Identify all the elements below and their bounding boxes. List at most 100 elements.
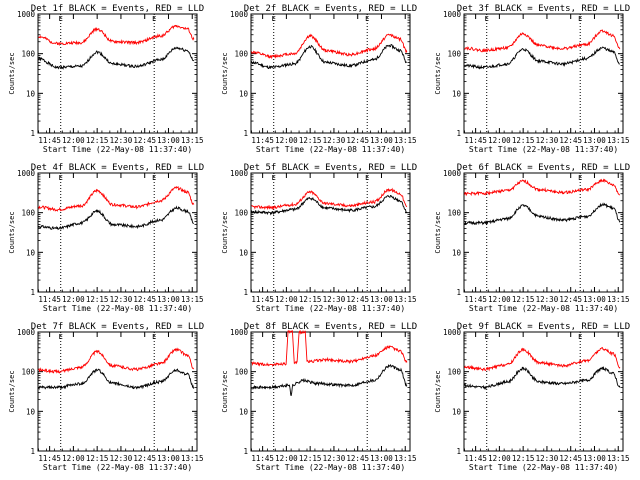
panel-6: Det 6f BLACK = Events, RED = LLD 1 10 100 10… <box>434 163 630 313</box>
y-axis-label: Counts/sec <box>8 370 16 412</box>
y-tick-label: 1000 <box>230 169 249 178</box>
y-tick-label: 10 <box>26 248 36 257</box>
x-tick-label: 12:45 <box>346 136 369 145</box>
x-tick-label: 12:00 <box>62 136 85 145</box>
y-tick-label: 1000 <box>443 10 462 19</box>
event-marker-label: E <box>485 174 489 182</box>
y-tick-label: 1 <box>456 447 461 456</box>
plot-frame <box>463 172 624 293</box>
x-tick-label: 11:45 <box>251 295 274 304</box>
x-tick-label: 12:30 <box>110 295 133 304</box>
event-marker-label: E <box>152 15 156 23</box>
series-line-events <box>38 46 195 70</box>
event-marker-label: E <box>365 15 369 23</box>
x-tick-label: 12:45 <box>133 454 156 463</box>
y-tick-label: 1 <box>243 129 248 138</box>
series-line-events <box>251 194 408 216</box>
event-marker-label: E <box>578 15 582 23</box>
x-tick-label: 12:15 <box>299 295 322 304</box>
x-tick-label: 12:45 <box>559 136 582 145</box>
x-tick-label: 13:00 <box>583 136 606 145</box>
x-axis-label: Start Time (22-May-08 11:37:40) <box>469 463 618 472</box>
x-tick-label: 12:15 <box>86 136 109 145</box>
x-tick-label: 13:15 <box>607 136 630 145</box>
y-tick-label: 10 <box>239 248 249 257</box>
y-tick-label: 1 <box>456 129 461 138</box>
x-tick-label: 12:00 <box>275 454 298 463</box>
event-marker-label: E <box>272 15 276 23</box>
event-marker-label: E <box>578 174 582 182</box>
event-marker-label: E <box>59 174 63 182</box>
x-tick-label: 13:15 <box>181 295 204 304</box>
x-tick-label: 12:00 <box>275 295 298 304</box>
x-tick-label: 12:15 <box>299 454 322 463</box>
y-tick-label: 100 <box>234 368 248 377</box>
x-tick-label: 11:45 <box>251 136 274 145</box>
x-tick-label: 12:00 <box>275 136 298 145</box>
x-tick-label: 11:45 <box>38 295 61 304</box>
x-axis-label: Start Time (22-May-08 11:37:40) <box>469 145 618 154</box>
x-tick-label: 13:15 <box>607 295 630 304</box>
plot-frame <box>250 331 411 452</box>
y-tick-label: 1000 <box>230 10 249 19</box>
panel-title: Det 5f BLACK = Events, RED = LLD <box>244 163 417 173</box>
x-tick-label: 12:00 <box>62 295 85 304</box>
x-tick-label: 12:30 <box>536 295 559 304</box>
plot-frame <box>463 331 624 452</box>
y-tick-label: 1000 <box>443 328 462 337</box>
y-axis-label: Counts/sec <box>434 370 442 412</box>
y-tick-label: 10 <box>239 89 249 98</box>
x-tick-label: 13:15 <box>607 454 630 463</box>
plot-frame <box>37 13 198 134</box>
y-tick-label: 100 <box>234 50 248 59</box>
y-tick-label: 100 <box>447 209 461 218</box>
plot-frame <box>37 331 198 452</box>
y-tick-label: 1 <box>243 447 248 456</box>
series-line-events <box>38 368 195 391</box>
y-tick-label: 10 <box>452 248 462 257</box>
series-line-events <box>464 46 620 70</box>
event-marker-label: E <box>272 174 276 182</box>
x-tick-label: 13:00 <box>157 454 180 463</box>
x-tick-label: 12:15 <box>299 136 322 145</box>
y-axis-label: Counts/sec <box>434 211 442 253</box>
y-tick-label: 1 <box>243 288 248 297</box>
event-marker-label: E <box>365 174 369 182</box>
x-tick-label: 11:45 <box>38 454 61 463</box>
series-line-lld <box>38 347 195 374</box>
panel-title: Det 3f BLACK = Events, RED = LLD <box>457 4 630 14</box>
x-tick-label: 12:30 <box>323 136 346 145</box>
x-tick-label: 12:00 <box>488 295 511 304</box>
y-tick-label: 10 <box>26 89 36 98</box>
y-axis-label: Counts/sec <box>8 211 16 253</box>
x-tick-label: 12:30 <box>323 295 346 304</box>
y-tick-label: 100 <box>447 50 461 59</box>
plot-frame <box>250 13 411 134</box>
panel-title: Det 8f BLACK = Events, RED = LLD <box>244 322 417 332</box>
x-tick-label: 12:45 <box>346 454 369 463</box>
series-line-lld <box>464 178 620 197</box>
series-line-events <box>464 202 621 226</box>
y-tick-label: 1000 <box>443 169 462 178</box>
event-marker-label: E <box>59 15 63 23</box>
x-tick-label: 12:45 <box>559 454 582 463</box>
event-marker-label: E <box>152 333 156 341</box>
plot-frame <box>463 13 624 134</box>
series-line-lld <box>38 185 195 212</box>
x-axis-label: Start Time (22-May-08 11:37:40) <box>256 304 405 313</box>
y-tick-label: 100 <box>447 368 461 377</box>
x-tick-label: 11:45 <box>464 136 487 145</box>
x-tick-label: 12:15 <box>86 295 109 304</box>
y-tick-label: 1 <box>456 288 461 297</box>
x-tick-label: 12:45 <box>346 295 369 304</box>
event-marker-label: E <box>152 174 156 182</box>
panel-2: Det 2f BLACK = Events, RED = LLD 1 10 100 10… <box>221 4 417 154</box>
x-tick-label: 13:00 <box>370 454 393 463</box>
x-tick-label: 11:45 <box>251 454 274 463</box>
series-line-events <box>464 365 621 391</box>
x-axis-label: Start Time (22-May-08 11:37:40) <box>43 145 192 154</box>
y-tick-label: 1000 <box>17 169 36 178</box>
x-tick-label: 13:00 <box>157 136 180 145</box>
x-tick-label: 12:45 <box>133 295 156 304</box>
